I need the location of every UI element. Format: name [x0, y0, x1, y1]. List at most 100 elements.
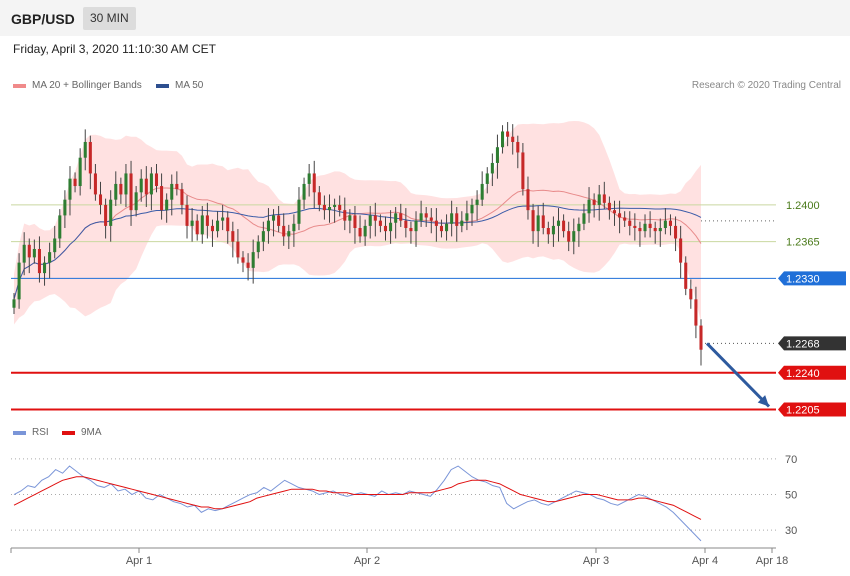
candle-body	[648, 223, 652, 228]
candle-body	[261, 231, 265, 242]
candle-body	[144, 178, 148, 195]
level-label: 1.2240	[786, 368, 820, 380]
candle-body	[297, 199, 301, 224]
candle-body	[221, 217, 225, 221]
candle-body	[455, 213, 459, 226]
candle-body	[506, 131, 510, 137]
ma20-swatch	[13, 83, 26, 88]
rsi-tick-label: 50	[785, 490, 797, 502]
candle-body	[501, 131, 505, 148]
candle-body	[200, 215, 204, 235]
candle-body	[124, 173, 128, 195]
legend-rsi-ma: 9MA	[62, 427, 102, 438]
candle-body	[129, 173, 133, 211]
candle-body	[88, 141, 92, 174]
candle-body	[658, 228, 662, 232]
candle-body	[378, 220, 382, 226]
top-bar: GBP/USD 30 MIN	[0, 0, 850, 36]
candle-body	[612, 210, 617, 214]
candle-body	[668, 220, 672, 226]
level-label: 1.2365	[786, 237, 820, 249]
candle-body	[567, 231, 571, 242]
x-tick-label: Apr 4	[692, 555, 718, 567]
candle-body	[246, 262, 250, 268]
candle-body	[663, 220, 667, 228]
candle-body	[160, 186, 164, 211]
candle-body	[470, 204, 474, 214]
candle-body	[48, 252, 52, 263]
ma50-swatch	[156, 83, 169, 88]
timeframe-badge[interactable]: 30 MIN	[83, 7, 136, 30]
candle-body	[592, 199, 596, 205]
candle-body	[383, 225, 388, 232]
candle-body	[170, 183, 174, 200]
candle-body	[312, 173, 316, 193]
legend-ma50: MA 50	[156, 80, 203, 91]
candle-body	[546, 228, 550, 235]
price-tag-red	[778, 365, 846, 380]
candle-body	[317, 192, 321, 205]
candle-body	[419, 213, 423, 221]
forecast-arrow-line	[705, 342, 771, 408]
candle-body	[653, 228, 657, 232]
candle-body	[338, 204, 342, 211]
candle-body	[643, 223, 647, 232]
price-tag-blue	[778, 271, 846, 286]
symbol-label: GBP/USD	[11, 11, 75, 27]
candle-body	[363, 225, 367, 237]
candle-body	[694, 299, 698, 326]
candle-body	[526, 189, 530, 211]
candle-body	[490, 162, 494, 174]
candle-body	[272, 215, 276, 221]
candle-body	[679, 238, 683, 263]
candle-body	[165, 199, 169, 211]
candle-body	[327, 207, 332, 211]
candle-body	[226, 217, 230, 232]
candle-body	[78, 157, 82, 187]
x-tick-label: Apr 1	[126, 555, 152, 567]
candle-body	[618, 213, 622, 218]
candle-body	[251, 252, 255, 268]
candle-body	[12, 299, 16, 308]
price-tag-current	[778, 336, 846, 351]
candle-body	[119, 183, 123, 195]
candle-body	[282, 225, 286, 237]
candle-body	[22, 244, 26, 263]
candle-body	[343, 210, 347, 221]
candle-body	[322, 204, 326, 211]
candle-body	[409, 228, 413, 232]
level-label: 1.2205	[786, 405, 820, 417]
candle-body	[602, 194, 606, 203]
bollinger-band-area	[14, 120, 701, 325]
candle-body	[485, 173, 489, 184]
candle-body	[399, 213, 403, 221]
candle-body	[699, 325, 703, 350]
legend-rsi: RSI	[13, 427, 49, 438]
candle-body	[307, 173, 311, 184]
candle-body	[429, 217, 433, 221]
candle-body	[266, 220, 270, 232]
candle-body	[32, 248, 36, 258]
candle-body	[185, 204, 189, 226]
candle-body	[73, 178, 77, 187]
candle-body	[109, 199, 113, 226]
candle-body	[521, 152, 525, 190]
candle-body	[541, 215, 545, 228]
candle-body	[216, 220, 220, 232]
candle-body	[114, 183, 118, 200]
candle-body	[536, 215, 540, 232]
candle-body	[434, 220, 438, 226]
rsi-line	[13, 465, 702, 542]
legend-ma20-label: MA 20 + Bollinger Bands	[32, 80, 142, 91]
rsi-swatch	[13, 430, 26, 435]
candle-body	[638, 228, 642, 232]
candle-body	[68, 178, 72, 200]
candle-body	[98, 194, 103, 205]
candle-body	[205, 215, 209, 226]
candle-body	[689, 288, 693, 300]
candle-body	[511, 136, 515, 142]
candle-body	[83, 141, 87, 158]
legend-rsi-ma-label: 9MA	[81, 427, 102, 438]
candle-body	[292, 223, 296, 232]
